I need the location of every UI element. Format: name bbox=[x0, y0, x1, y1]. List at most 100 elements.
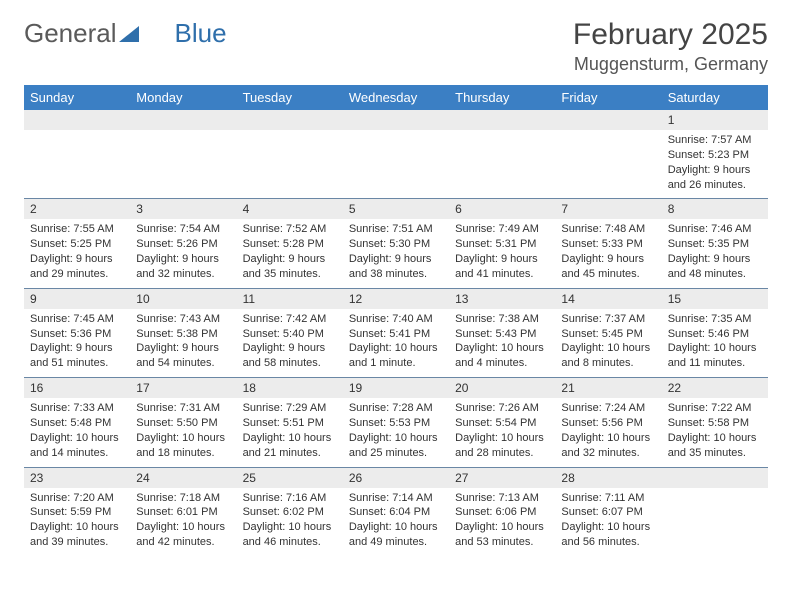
logo-triangle-icon bbox=[119, 18, 139, 49]
day-info: Sunrise: 7:38 AMSunset: 5:43 PMDaylight:… bbox=[449, 309, 555, 378]
info-row: Sunrise: 7:33 AMSunset: 5:48 PMDaylight:… bbox=[24, 398, 768, 467]
day-number: 28 bbox=[555, 467, 661, 488]
daynum-row: 232425262728 bbox=[24, 467, 768, 488]
daylight-text: Daylight: 10 hours and 35 minutes. bbox=[668, 431, 762, 461]
sunset-text: Sunset: 6:01 PM bbox=[136, 505, 230, 520]
weekday-header: Friday bbox=[555, 85, 661, 110]
sunset-text: Sunset: 5:53 PM bbox=[349, 416, 443, 431]
weekday-header: Saturday bbox=[662, 85, 768, 110]
sunset-text: Sunset: 5:43 PM bbox=[455, 327, 549, 342]
daylight-text: Daylight: 10 hours and 11 minutes. bbox=[668, 341, 762, 371]
sunset-text: Sunset: 5:41 PM bbox=[349, 327, 443, 342]
sunrise-text: Sunrise: 7:20 AM bbox=[30, 491, 124, 506]
daylight-text: Daylight: 10 hours and 4 minutes. bbox=[455, 341, 549, 371]
day-info: Sunrise: 7:20 AMSunset: 5:59 PMDaylight:… bbox=[24, 488, 130, 556]
daylight-text: Daylight: 10 hours and 42 minutes. bbox=[136, 520, 230, 550]
sunset-text: Sunset: 5:58 PM bbox=[668, 416, 762, 431]
sunset-text: Sunset: 5:40 PM bbox=[243, 327, 337, 342]
sunrise-text: Sunrise: 7:37 AM bbox=[561, 312, 655, 327]
daylight-text: Daylight: 10 hours and 25 minutes. bbox=[349, 431, 443, 461]
daylight-text: Daylight: 9 hours and 38 minutes. bbox=[349, 252, 443, 282]
day-number: 9 bbox=[24, 288, 130, 309]
sunset-text: Sunset: 5:48 PM bbox=[30, 416, 124, 431]
day-number: 13 bbox=[449, 288, 555, 309]
daylight-text: Daylight: 9 hours and 32 minutes. bbox=[136, 252, 230, 282]
sunrise-text: Sunrise: 7:35 AM bbox=[668, 312, 762, 327]
daylight-text: Daylight: 9 hours and 48 minutes. bbox=[668, 252, 762, 282]
day-info: Sunrise: 7:57 AMSunset: 5:23 PMDaylight:… bbox=[662, 130, 768, 199]
day-info bbox=[343, 130, 449, 199]
sunset-text: Sunset: 5:33 PM bbox=[561, 237, 655, 252]
daylight-text: Daylight: 9 hours and 58 minutes. bbox=[243, 341, 337, 371]
day-number bbox=[343, 110, 449, 130]
sunset-text: Sunset: 5:23 PM bbox=[668, 148, 762, 163]
daynum-row: 16171819202122 bbox=[24, 378, 768, 399]
day-info: Sunrise: 7:16 AMSunset: 6:02 PMDaylight:… bbox=[237, 488, 343, 556]
daylight-text: Daylight: 10 hours and 28 minutes. bbox=[455, 431, 549, 461]
sunset-text: Sunset: 6:02 PM bbox=[243, 505, 337, 520]
sunrise-text: Sunrise: 7:22 AM bbox=[668, 401, 762, 416]
day-info: Sunrise: 7:28 AMSunset: 5:53 PMDaylight:… bbox=[343, 398, 449, 467]
sunset-text: Sunset: 5:25 PM bbox=[30, 237, 124, 252]
header: General Blue February 2025 Muggensturm, … bbox=[24, 18, 768, 75]
daylight-text: Daylight: 10 hours and 14 minutes. bbox=[30, 431, 124, 461]
daylight-text: Daylight: 9 hours and 41 minutes. bbox=[455, 252, 549, 282]
day-info: Sunrise: 7:14 AMSunset: 6:04 PMDaylight:… bbox=[343, 488, 449, 556]
daylight-text: Daylight: 10 hours and 46 minutes. bbox=[243, 520, 337, 550]
day-info: Sunrise: 7:11 AMSunset: 6:07 PMDaylight:… bbox=[555, 488, 661, 556]
day-number: 6 bbox=[449, 199, 555, 220]
day-info: Sunrise: 7:48 AMSunset: 5:33 PMDaylight:… bbox=[555, 219, 661, 288]
weekday-header: Wednesday bbox=[343, 85, 449, 110]
day-number: 10 bbox=[130, 288, 236, 309]
day-number: 26 bbox=[343, 467, 449, 488]
sunrise-text: Sunrise: 7:18 AM bbox=[136, 491, 230, 506]
day-number: 7 bbox=[555, 199, 661, 220]
day-info bbox=[555, 130, 661, 199]
daylight-text: Daylight: 10 hours and 8 minutes. bbox=[561, 341, 655, 371]
sunset-text: Sunset: 5:54 PM bbox=[455, 416, 549, 431]
day-number: 25 bbox=[237, 467, 343, 488]
day-number: 2 bbox=[24, 199, 130, 220]
day-number: 3 bbox=[130, 199, 236, 220]
day-number: 1 bbox=[662, 110, 768, 130]
sunrise-text: Sunrise: 7:14 AM bbox=[349, 491, 443, 506]
sunrise-text: Sunrise: 7:31 AM bbox=[136, 401, 230, 416]
day-info bbox=[449, 130, 555, 199]
sunset-text: Sunset: 5:56 PM bbox=[561, 416, 655, 431]
sunset-text: Sunset: 5:38 PM bbox=[136, 327, 230, 342]
title-block: February 2025 Muggensturm, Germany bbox=[573, 18, 768, 75]
daylight-text: Daylight: 10 hours and 49 minutes. bbox=[349, 520, 443, 550]
sunset-text: Sunset: 5:50 PM bbox=[136, 416, 230, 431]
day-number: 8 bbox=[662, 199, 768, 220]
daylight-text: Daylight: 9 hours and 51 minutes. bbox=[30, 341, 124, 371]
day-info bbox=[237, 130, 343, 199]
day-info: Sunrise: 7:13 AMSunset: 6:06 PMDaylight:… bbox=[449, 488, 555, 556]
sunrise-text: Sunrise: 7:42 AM bbox=[243, 312, 337, 327]
sunset-text: Sunset: 5:51 PM bbox=[243, 416, 337, 431]
daynum-row: 1 bbox=[24, 110, 768, 130]
sunset-text: Sunset: 5:31 PM bbox=[455, 237, 549, 252]
day-number: 5 bbox=[343, 199, 449, 220]
sunrise-text: Sunrise: 7:46 AM bbox=[668, 222, 762, 237]
info-row: Sunrise: 7:55 AMSunset: 5:25 PMDaylight:… bbox=[24, 219, 768, 288]
day-number: 24 bbox=[130, 467, 236, 488]
sunset-text: Sunset: 5:30 PM bbox=[349, 237, 443, 252]
daylight-text: Daylight: 10 hours and 56 minutes. bbox=[561, 520, 655, 550]
sunset-text: Sunset: 5:35 PM bbox=[668, 237, 762, 252]
day-info: Sunrise: 7:55 AMSunset: 5:25 PMDaylight:… bbox=[24, 219, 130, 288]
day-number bbox=[130, 110, 236, 130]
day-number: 15 bbox=[662, 288, 768, 309]
day-info: Sunrise: 7:37 AMSunset: 5:45 PMDaylight:… bbox=[555, 309, 661, 378]
brand-part1: General bbox=[24, 18, 117, 49]
day-number bbox=[555, 110, 661, 130]
sunrise-text: Sunrise: 7:11 AM bbox=[561, 491, 655, 506]
info-row: Sunrise: 7:57 AMSunset: 5:23 PMDaylight:… bbox=[24, 130, 768, 199]
location: Muggensturm, Germany bbox=[573, 54, 768, 75]
day-number bbox=[662, 467, 768, 488]
day-info: Sunrise: 7:42 AMSunset: 5:40 PMDaylight:… bbox=[237, 309, 343, 378]
sunset-text: Sunset: 5:46 PM bbox=[668, 327, 762, 342]
info-row: Sunrise: 7:20 AMSunset: 5:59 PMDaylight:… bbox=[24, 488, 768, 556]
sunrise-text: Sunrise: 7:48 AM bbox=[561, 222, 655, 237]
sunrise-text: Sunrise: 7:49 AM bbox=[455, 222, 549, 237]
sunrise-text: Sunrise: 7:28 AM bbox=[349, 401, 443, 416]
